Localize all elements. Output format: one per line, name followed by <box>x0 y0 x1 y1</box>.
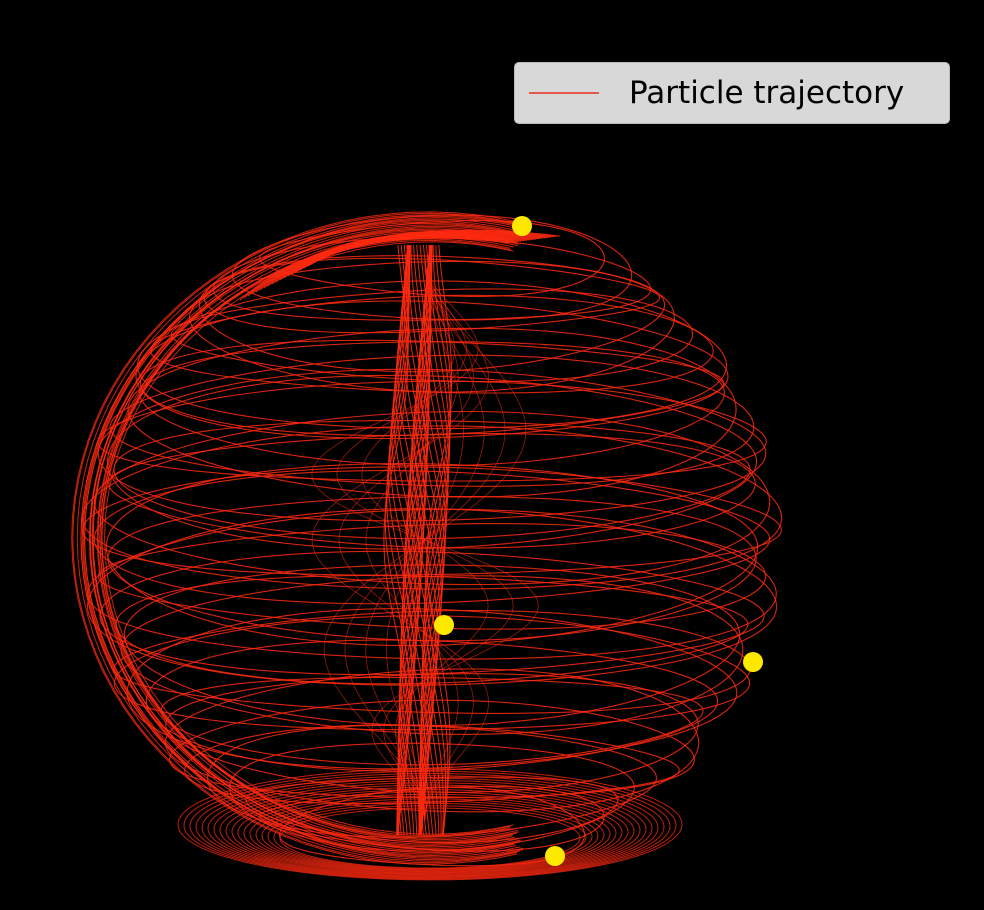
trajectory-bottom-swirl <box>231 789 629 875</box>
trajectory-shell-arc <box>89 224 520 852</box>
trajectory-loop <box>231 214 633 321</box>
trajectory-bottom-swirl <box>261 800 599 871</box>
trajectory-column <box>425 244 452 836</box>
trajectory-bottom-swirl <box>237 791 623 874</box>
trajectory-column <box>386 244 413 836</box>
trajectory-column <box>389 244 417 836</box>
trajectory-bottom-swirl <box>195 775 665 879</box>
trajectory-loop <box>105 463 759 647</box>
trajectory-bottom-swirl <box>183 770 677 880</box>
trajectory-loop <box>123 564 741 727</box>
trajectory-column <box>406 244 433 836</box>
particle-trajectory <box>71 211 783 881</box>
trajectory-column <box>413 245 441 836</box>
trajectory-column <box>426 244 453 836</box>
trajectory-column <box>421 244 449 836</box>
trajectory-shell-arc <box>72 212 517 864</box>
trajectory-bottom-swirl <box>267 802 593 870</box>
legend-swatch-line <box>529 92 599 94</box>
trajectory-shell-arc <box>76 214 520 862</box>
trajectory-bottom-swirl <box>213 782 647 877</box>
trajectory-column <box>420 244 447 836</box>
particle-marker <box>545 846 565 866</box>
trajectory-column <box>397 244 423 836</box>
trajectory-bottom-swirl <box>243 793 617 873</box>
trajectory-bottom-swirl <box>249 796 611 872</box>
trajectory-column <box>399 244 426 836</box>
trajectory-shell-arc <box>83 217 524 859</box>
trajectory-bottom-swirl <box>219 784 641 876</box>
trajectory-loop <box>136 280 728 430</box>
trajectory-lobe <box>323 259 527 821</box>
trajectory-column <box>384 244 411 836</box>
trajectory-loop <box>93 410 771 586</box>
trajectory-bottom-swirl <box>225 786 635 875</box>
particle-marker <box>434 615 454 635</box>
trajectory-loop <box>99 550 765 676</box>
trajectory-column <box>408 244 435 836</box>
trajectory-shell-arc <box>82 218 521 858</box>
trajectory-column <box>422 244 450 836</box>
particle-marker <box>512 216 532 236</box>
trajectory-column <box>423 244 451 836</box>
trajectory-column <box>399 244 427 836</box>
trajectory-bottom-swirl <box>255 798 605 872</box>
trajectory-shell-arc <box>71 211 518 865</box>
trajectory-shell-arc <box>81 215 523 861</box>
trajectory-column <box>398 244 425 836</box>
trajectory-top-band <box>307 237 510 267</box>
trajectory-shell-arc <box>92 225 522 851</box>
trajectory-bottom-swirl <box>279 807 581 869</box>
particle-markers <box>434 216 763 866</box>
trajectory-bottom-swirl <box>207 779 653 877</box>
trajectory-loop <box>189 260 675 393</box>
trajectory-bottom-swirl <box>177 768 683 881</box>
trajectory-column <box>421 244 448 836</box>
trajectory-loop <box>93 470 771 605</box>
trajectory-lobe <box>338 259 474 821</box>
trajectory-bottom-swirl <box>189 773 671 879</box>
particle-marker <box>743 652 763 672</box>
trajectory-loop <box>106 374 758 550</box>
trajectory-shell-arc <box>96 232 517 844</box>
trajectory-column <box>401 244 429 836</box>
trajectory-column <box>424 244 451 836</box>
trajectory-loop <box>86 508 778 686</box>
legend: Particle trajectory <box>514 62 950 124</box>
trajectory-bottom-swirl <box>201 777 659 878</box>
legend-label: Particle trajectory <box>629 75 905 111</box>
trajectory-loop <box>115 574 749 685</box>
trajectory-loop <box>97 523 767 630</box>
trajectory-bottom-swirl <box>273 805 587 870</box>
trajectory-loop <box>107 495 757 642</box>
trajectory-column <box>419 244 445 836</box>
